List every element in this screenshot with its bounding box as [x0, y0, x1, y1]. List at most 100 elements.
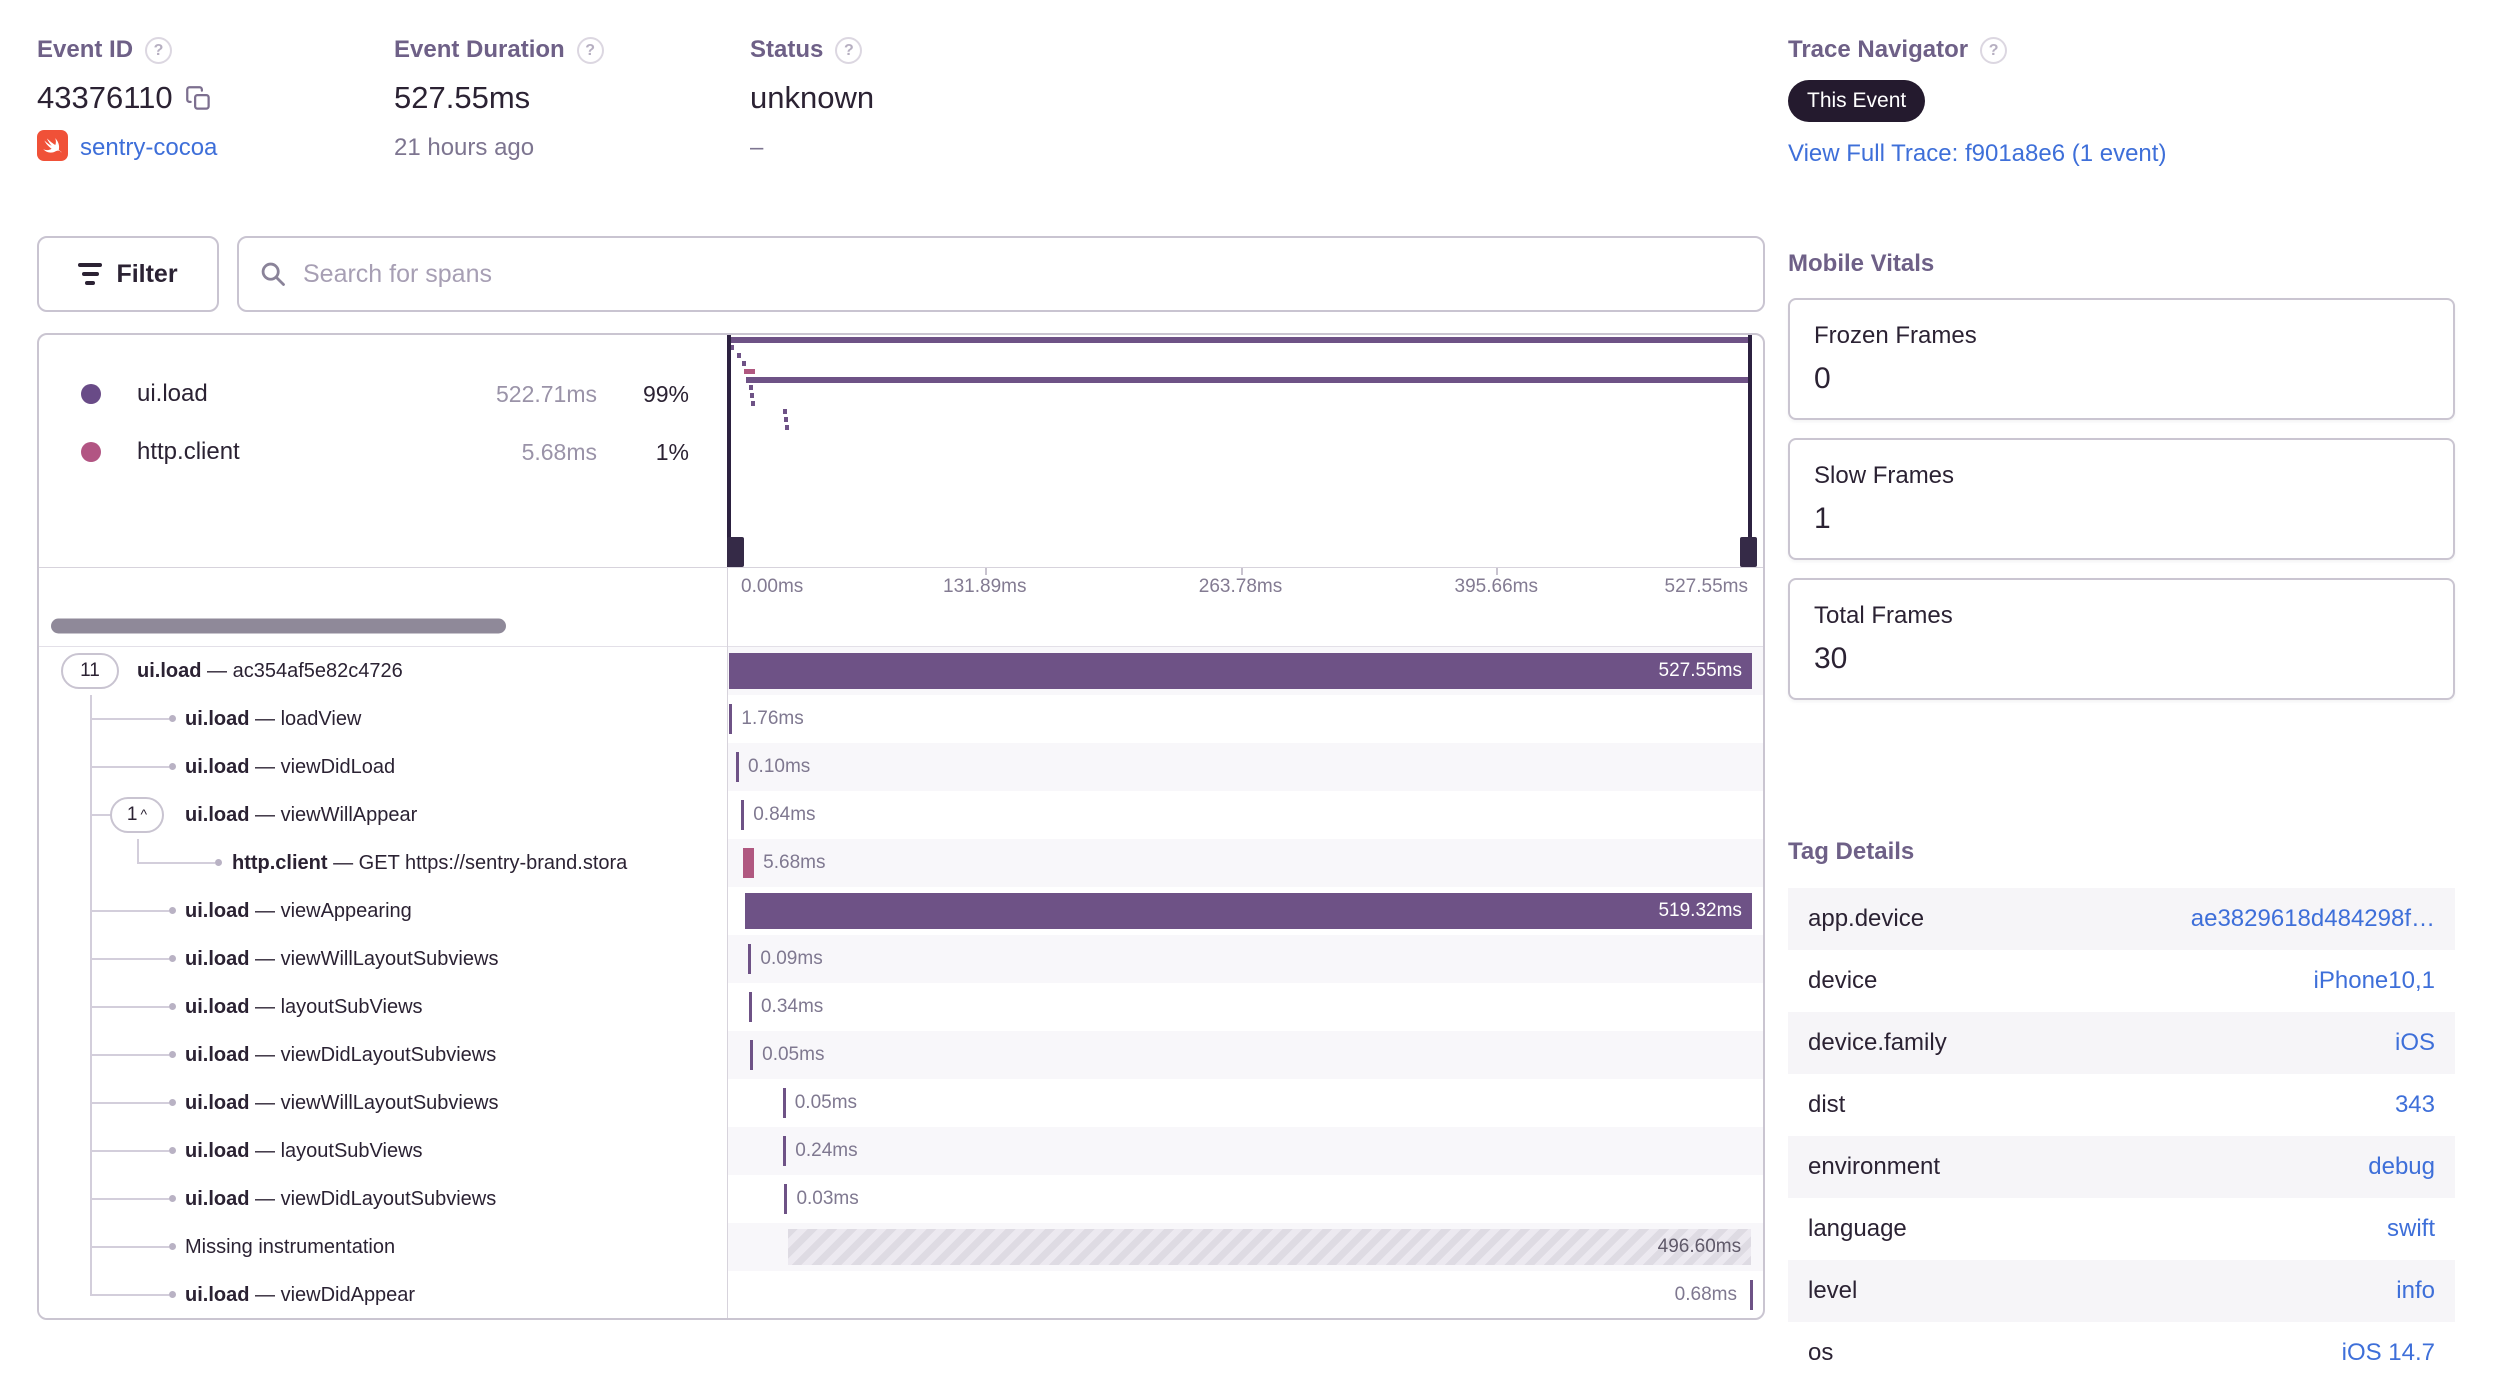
span-desc-text: layoutSubViews	[280, 996, 423, 1018]
span-bar-track: 0.05ms	[727, 1079, 1763, 1127]
span-row[interactable]: http.client — GET https://sentry-brand.s…	[39, 839, 1763, 887]
span-row[interactable]: ui.load — viewDidLoad 0.10ms	[39, 743, 1763, 791]
trace-waterfall-panel: ui.load 522.71ms 99% http.client 5.68ms 1% 0.…	[37, 333, 1765, 1320]
pill-count: 11	[80, 660, 100, 681]
minimap-span-mark	[783, 409, 788, 414]
tag-value-link[interactable]: swift	[2387, 1215, 2435, 1242]
span-row[interactable]: ui.load — viewWillLayoutSubviews 0.09ms	[39, 935, 1763, 983]
tree-connector-line	[137, 862, 215, 864]
status-label-text: Status	[750, 36, 824, 63]
span-desc-text: viewAppearing	[280, 900, 412, 922]
span-op-text: http.client	[232, 852, 328, 874]
span-row[interactable]: ui.load — viewDidAppear 0.68ms	[39, 1271, 1763, 1318]
search-icon	[259, 260, 287, 288]
span-row[interactable]: 1 ^ ui.load — viewWillAppear 0.84ms	[39, 791, 1763, 839]
tag-rows: app.device ae3829618d484298f… device iPhone…	[1788, 888, 2455, 1384]
span-tree-cell: 1 ^ ui.load — viewWillAppear	[39, 791, 727, 839]
tree-connector-line	[90, 766, 169, 768]
help-icon[interactable]: ?	[145, 36, 173, 64]
tag-row: app.device ae3829618d484298f…	[1788, 888, 2455, 950]
tag-key: device.family	[1808, 1029, 1947, 1056]
tree-bars-divider[interactable]	[727, 335, 728, 1318]
tag-details-title: Tag Details	[1788, 838, 1915, 865]
span-duration-bar[interactable]	[1749, 1280, 1754, 1310]
span-duration-bar[interactable]	[783, 1136, 787, 1166]
tag-value-link[interactable]: debug	[2368, 1153, 2435, 1180]
view-full-trace-link[interactable]: View Full Trace: f901a8e6 (1 event)	[1788, 140, 2167, 167]
tag-value-link[interactable]: iOS 14.7	[2341, 1339, 2435, 1366]
copy-icon[interactable]	[185, 85, 212, 112]
tag-value-link[interactable]: iPhone10,1	[2313, 967, 2435, 994]
mobile-vitals-cards: Frozen Frames 0 Slow Frames 1 Total Frames 30	[1788, 298, 2455, 700]
legend-duration: 5.68ms	[521, 438, 597, 465]
minimap-right-grip[interactable]	[1740, 537, 1757, 567]
help-icon[interactable]: ?	[1980, 36, 2008, 64]
span-duration-bar[interactable]: 519.32ms	[744, 893, 1752, 929]
span-duration-label: 0.34ms	[760, 996, 824, 1017]
filter-button[interactable]: Filter	[37, 236, 219, 312]
span-duration-bar[interactable]	[784, 1184, 788, 1214]
span-label: ui.load — loadView	[185, 708, 362, 730]
span-tree-cell: ui.load — loadView	[39, 695, 727, 743]
tree-trunk-line	[90, 839, 92, 887]
span-duration-bar[interactable]	[748, 944, 752, 974]
span-duration-bar[interactable]	[748, 992, 752, 1022]
span-rows: 11 ui.load — ac354af5e82c4726 527.55ms ui.l…	[39, 647, 1763, 1318]
span-row[interactable]: ui.load — viewDidLayoutSubviews 0.05ms	[39, 1031, 1763, 1079]
help-icon[interactable]: ?	[835, 36, 863, 64]
span-bar-track: 1.76ms	[727, 695, 1763, 743]
scrollbar-thumb[interactable]	[51, 618, 506, 633]
span-label: ui.load — ac354af5e82c4726	[137, 660, 403, 682]
span-row[interactable]: ui.load — loadView 1.76ms	[39, 695, 1763, 743]
tag-details-section: Tag Details app.device ae3829618d484298f……	[1788, 838, 2455, 1384]
span-duration-bar[interactable]	[782, 1088, 786, 1118]
minimap-left-grip[interactable]	[727, 537, 744, 567]
span-duration-bar[interactable]: 496.60ms	[788, 1229, 1752, 1265]
span-row[interactable]: ui.load — viewAppearing 519.32ms	[39, 887, 1763, 935]
span-duration-bar[interactable]	[741, 800, 745, 830]
tag-value-link[interactable]: info	[2396, 1277, 2435, 1304]
span-row[interactable]: 11 ui.load — ac354af5e82c4726 527.55ms	[39, 647, 1763, 695]
tag-row: device iPhone10,1	[1788, 950, 2455, 1012]
vital-value: 1	[1814, 502, 1831, 535]
span-duration-bar[interactable]	[729, 704, 733, 734]
trace-minimap[interactable]	[727, 335, 1763, 567]
tag-value-link[interactable]: 343	[2394, 1091, 2435, 1118]
legend-op-label: ui.load	[137, 380, 208, 407]
minimap-left-handle[interactable]	[727, 335, 731, 567]
span-search[interactable]	[237, 236, 1765, 312]
tree-connector-dot	[169, 1243, 176, 1250]
span-duration-bar[interactable]	[749, 1040, 754, 1070]
span-row[interactable]: Missing instrumentation 496.60ms	[39, 1223, 1763, 1271]
span-tree-cell: ui.load — viewDidLayoutSubviews	[39, 1175, 727, 1223]
tag-row: dist 343	[1788, 1074, 2455, 1136]
span-duration-bar[interactable]: 527.55ms	[729, 653, 1752, 689]
span-toolbar: Filter	[37, 236, 1765, 312]
minimap-right-handle[interactable]	[1748, 335, 1752, 567]
minimap-span-mark	[736, 353, 741, 358]
filter-icon	[78, 263, 103, 285]
children-count-pill[interactable]: 11	[61, 653, 119, 689]
span-duration-label: 0.84ms	[753, 804, 816, 825]
tag-value-link[interactable]: ae3829618d484298f…	[2190, 905, 2435, 932]
project-link[interactable]: sentry-cocoa	[80, 134, 218, 161]
span-bar-track: 0.10ms	[727, 743, 1763, 791]
minimap-span-mark	[749, 393, 754, 398]
help-icon[interactable]: ?	[576, 36, 604, 64]
vital-card: Frozen Frames 0	[1788, 298, 2455, 420]
tag-key: dist	[1808, 1091, 1846, 1118]
span-row[interactable]: ui.load — viewWillLayoutSubviews 0.05ms	[39, 1079, 1763, 1127]
span-duration-bar[interactable]	[743, 848, 755, 878]
event-duration-stat: Event Duration ? 527.55ms 21 hours ago	[394, 36, 750, 166]
tag-value-link[interactable]: iOS	[2394, 1029, 2435, 1056]
search-input[interactable]	[303, 259, 1743, 289]
span-tree-cell: ui.load — viewWillLayoutSubviews	[39, 1079, 727, 1127]
span-duration-label: 0.09ms	[760, 948, 823, 969]
span-duration-bar[interactable]	[735, 752, 739, 782]
span-row[interactable]: ui.load — viewDidLayoutSubviews 0.03ms	[39, 1175, 1763, 1223]
span-row[interactable]: ui.load — layoutSubViews 0.24ms	[39, 1127, 1763, 1175]
span-row[interactable]: ui.load — layoutSubViews 0.34ms	[39, 983, 1763, 1031]
expand-toggle-pill[interactable]: 1 ^	[110, 797, 164, 833]
minimap-span-mark	[744, 369, 756, 374]
vital-value: 30	[1814, 642, 1848, 675]
